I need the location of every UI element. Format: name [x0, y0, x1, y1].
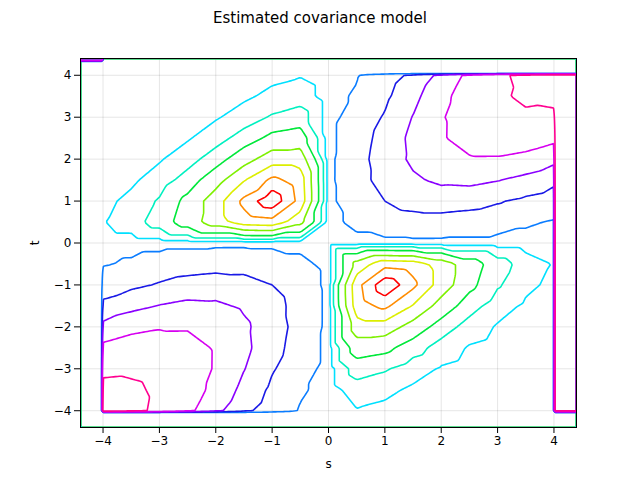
svg-text:0: 0 — [325, 434, 333, 448]
svg-text:1: 1 — [381, 434, 389, 448]
svg-text:4: 4 — [64, 68, 72, 82]
svg-text:−3: −3 — [54, 362, 72, 376]
svg-text:4: 4 — [550, 434, 558, 448]
svg-text:−2: −2 — [54, 320, 72, 334]
svg-text:2: 2 — [64, 152, 72, 166]
svg-text:−1: −1 — [54, 278, 72, 292]
svg-text:0: 0 — [64, 236, 72, 250]
svg-text:s: s — [325, 457, 331, 471]
svg-text:−3: −3 — [151, 434, 169, 448]
svg-text:t: t — [28, 240, 42, 245]
svg-text:3: 3 — [64, 110, 72, 124]
html-text:Estimated covariance model: Estimated covariance model — [213, 9, 427, 27]
svg-text:−4: −4 — [54, 404, 72, 418]
svg-text:1: 1 — [64, 194, 72, 208]
svg-text:−2: −2 — [207, 434, 225, 448]
svg-text:3: 3 — [494, 434, 502, 448]
svg-text:−4: −4 — [94, 434, 112, 448]
svg-text:2: 2 — [437, 434, 445, 448]
svg-text:−1: −1 — [263, 434, 281, 448]
